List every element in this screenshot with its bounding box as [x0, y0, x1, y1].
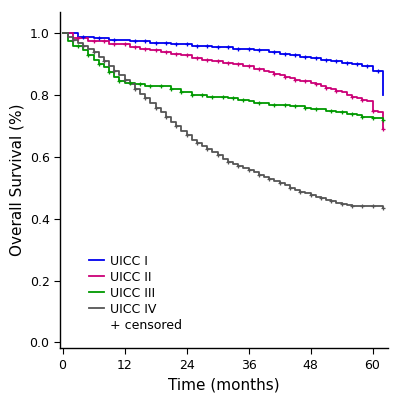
Y-axis label: Overall Survival (%): Overall Survival (%) — [9, 104, 24, 257]
X-axis label: Time (months): Time (months) — [168, 377, 280, 392]
Legend: UICC I, UICC II, UICC III, UICC IV, + censored: UICC I, UICC II, UICC III, UICC IV, + ce… — [89, 255, 182, 332]
